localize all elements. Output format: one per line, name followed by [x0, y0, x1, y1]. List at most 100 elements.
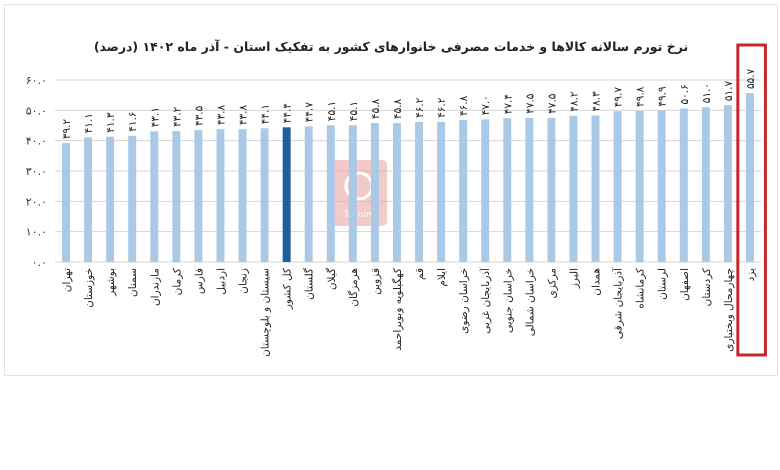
data-label: ۵۱.۰	[701, 83, 713, 103]
category-label: اردبیل	[215, 268, 227, 295]
data-label: ۴۳.۲	[171, 106, 183, 127]
category-label: کرمانشاه	[635, 268, 647, 309]
data-label: ۴۷.۴	[502, 94, 514, 114]
data-label: ۴۶.۲	[414, 97, 426, 118]
bar	[150, 131, 159, 262]
bar-chart: نرخ تورم سالانه کالاها و خدمات مصرفی خان…	[26, 39, 767, 357]
data-label: ۵۱.۷	[723, 81, 735, 102]
bar	[459, 120, 468, 262]
data-label: ۴۵.۱	[326, 101, 338, 121]
data-label: ۴۴.۴	[282, 103, 294, 123]
bar	[106, 136, 115, 262]
bar	[525, 117, 534, 263]
category-label: زنجان	[238, 268, 250, 294]
chart-frame: نرخ تورم سالانه کالاها و خدمات مصرفی خان…	[4, 4, 778, 376]
data-label: ۴۳.۵	[193, 105, 205, 126]
y-tick-label: ۵۰.۰	[26, 104, 47, 117]
data-label: ۴۹.۹	[657, 86, 669, 107]
data-label: ۳۹.۲	[61, 118, 73, 139]
bar	[547, 117, 556, 263]
data-label: ۴۷.۵	[524, 93, 536, 114]
category-label: کل کشور	[282, 268, 294, 310]
bar	[304, 126, 313, 262]
bar	[701, 107, 710, 262]
highlight-box-yazd	[736, 43, 767, 357]
chart-title: نرخ تورم سالانه کالاها و خدمات مصرفی خان…	[94, 39, 688, 55]
value-labels: ۳۹.۲ ۴۱.۱ ۴۱.۳ ۴۱.۶ ۴۳.۱ ۴۳.۲ ۴۳.۵ ۴۳.۸ ۴۳.۸ ۴۴.۱…	[61, 68, 757, 139]
bar	[84, 137, 93, 262]
category-label: هرمزگان	[347, 268, 360, 307]
data-label: ۴۳.۸	[215, 105, 227, 126]
category-label: قزوین	[370, 268, 382, 295]
category-label: آذربایجان شرقی	[612, 267, 625, 339]
bar	[326, 125, 335, 263]
data-label: ۵۰.۶	[679, 84, 691, 104]
category-label: ایلام	[436, 268, 448, 287]
category-label: گیلان	[325, 268, 338, 290]
bar	[481, 119, 490, 262]
y-tick-label: ۰.۰	[32, 256, 47, 269]
category-label: گلستان	[303, 268, 316, 300]
data-label: ۴۵.۸	[392, 98, 404, 119]
bar	[635, 110, 644, 262]
category-label: کهگیلویه وبویراحمد	[391, 268, 404, 351]
y-tick-label: ۲۰.۰	[26, 195, 47, 208]
category-label: اصفهان	[679, 268, 691, 301]
bar	[745, 93, 754, 262]
category-label: یزد	[745, 268, 757, 281]
data-label: ۴۹.۸	[635, 86, 647, 107]
y-tick-label: ۶۰.۰	[26, 74, 47, 87]
data-label: ۴۵.۱	[348, 101, 360, 121]
bar	[679, 108, 688, 262]
bar	[392, 123, 401, 262]
data-label: ۴۸.۳	[591, 91, 603, 112]
bar	[657, 110, 666, 263]
category-label: البرز	[568, 268, 580, 289]
category-label: چهارمحال وبختیاری	[723, 268, 735, 352]
bar	[238, 129, 247, 262]
category-label: مازندران	[149, 268, 161, 306]
category-label: خوزستان	[83, 268, 95, 308]
bar	[216, 129, 225, 262]
category-label: کرمان	[171, 268, 183, 295]
bar	[415, 121, 424, 262]
category-label: بوشهر	[105, 268, 117, 297]
data-label: ۴۷.۰	[480, 95, 492, 115]
bar	[172, 130, 181, 262]
data-label: ۴۴.۱	[260, 104, 272, 124]
category-label: کردستان	[701, 268, 713, 306]
data-label: ۴۳.۱	[149, 107, 161, 127]
bar	[503, 118, 512, 262]
bar	[591, 115, 600, 263]
category-label: آذربایجان غربی	[479, 267, 492, 334]
category-label: سیستان و بلوچستان	[260, 268, 272, 357]
bar	[613, 111, 622, 262]
y-axis-ticks: ۰.۰ ۱۰.۰ ۲۰.۰ ۳۰.۰ ۴۰.۰ ۵۰.۰ ۶۰.۰	[26, 74, 47, 269]
category-label: لرستان	[657, 268, 669, 300]
data-label: ۴۷.۵	[546, 93, 558, 114]
bar	[437, 121, 446, 262]
category-label: فارس	[193, 268, 205, 294]
bar	[723, 105, 732, 262]
category-label: قم	[414, 268, 426, 280]
category-label: خراسان جنوبی	[502, 268, 514, 333]
category-label: مرکزی	[546, 268, 558, 298]
category-label: همدان	[591, 268, 603, 296]
data-label: ۴۶.۸	[458, 95, 470, 116]
category-label: سمنان	[127, 268, 139, 297]
data-label: ۴۱.۳	[105, 112, 117, 133]
bar	[260, 128, 269, 262]
data-label: ۴۵.۸	[370, 98, 382, 119]
y-tick-label: ۴۰.۰	[26, 135, 47, 148]
data-label: ۴۹.۷	[613, 87, 625, 108]
watermark-text: Tasnim	[342, 210, 374, 220]
data-label: ۵۵.۷	[745, 68, 757, 89]
category-label: خراسان شمالی	[524, 268, 536, 336]
data-label: ۴۸.۲	[568, 91, 580, 112]
bars	[62, 93, 754, 263]
y-tick-label: ۱۰.۰	[26, 226, 47, 239]
bar	[282, 127, 291, 262]
bar	[62, 143, 71, 262]
data-label: ۴۴.۷	[304, 102, 316, 123]
data-label: ۴۶.۲	[436, 97, 448, 118]
